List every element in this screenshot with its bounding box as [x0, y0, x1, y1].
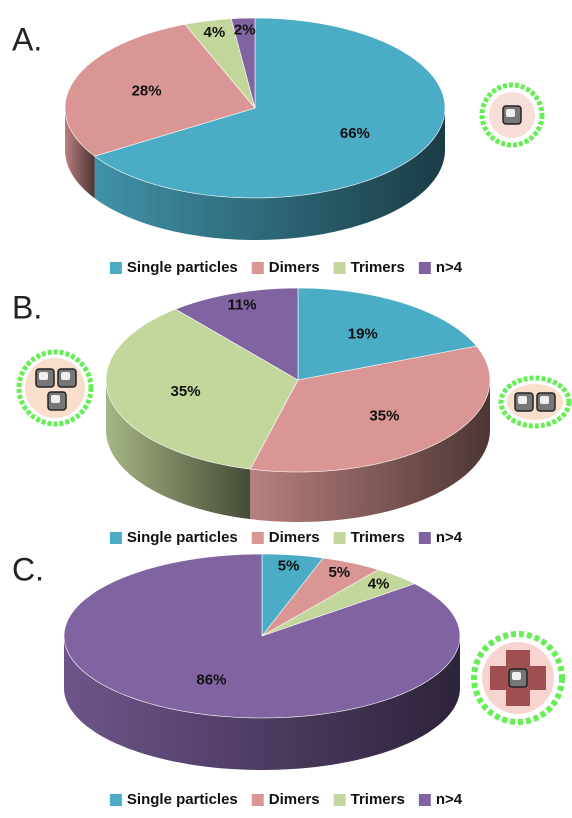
legend-swatch — [418, 794, 431, 806]
legend-swatch — [418, 262, 431, 274]
slice-side — [64, 636, 460, 770]
legend: Single particles Dimers Trimers n>4 — [109, 529, 463, 546]
legend-swatch — [418, 532, 431, 544]
data-label: 28% — [132, 82, 162, 99]
data-label: 86% — [196, 671, 226, 688]
legend-label: Dimers — [269, 529, 320, 546]
legend-swatch — [333, 532, 346, 544]
legend-label: n>4 — [436, 259, 463, 276]
legend-swatch — [333, 262, 346, 274]
slice — [184, 18, 256, 109]
icon — [471, 631, 565, 725]
data-label: 66% — [340, 125, 370, 142]
legend: Single particles Dimers Trimers n>4 — [109, 791, 463, 808]
slice — [261, 557, 380, 637]
legend-label: Trimers — [351, 259, 405, 276]
legend-label: Dimers — [269, 791, 320, 808]
slice-side — [106, 380, 251, 520]
slice — [230, 17, 256, 109]
slice — [261, 553, 324, 637]
slice-side — [65, 108, 95, 199]
slice — [249, 345, 491, 473]
legend-label: Trimers — [351, 529, 405, 546]
slice-side — [94, 108, 445, 240]
legend-label: Single particles — [127, 259, 238, 276]
slice — [64, 23, 256, 157]
legend: Single particles Dimers Trimers n>4 — [109, 259, 463, 276]
data-label: 5% — [328, 564, 350, 581]
legend-label: n>4 — [436, 791, 463, 808]
slice — [297, 287, 478, 381]
legend-swatch — [251, 532, 264, 544]
slice — [174, 287, 299, 381]
legend-swatch — [333, 794, 346, 806]
legend-swatch — [109, 794, 122, 806]
legend-swatch — [109, 262, 122, 274]
data-label: 4% — [368, 576, 390, 593]
slice-side — [250, 380, 490, 522]
icon — [16, 349, 94, 427]
slice — [93, 17, 446, 199]
legend-label: Dimers — [269, 259, 320, 276]
legend-swatch — [251, 794, 264, 806]
legend-swatch — [251, 262, 264, 274]
chart-title: B. — [12, 289, 42, 325]
legend-label: n>4 — [436, 529, 463, 546]
data-label: 19% — [348, 325, 378, 342]
legend-label: Trimers — [351, 791, 405, 808]
icon — [479, 82, 545, 148]
chart-title: C. — [12, 551, 44, 587]
data-label: 35% — [369, 407, 399, 424]
slice — [105, 308, 299, 470]
slice — [261, 569, 416, 637]
slice — [63, 553, 461, 719]
icon — [498, 375, 572, 429]
data-label: 5% — [278, 557, 300, 574]
legend-label: Single particles — [127, 529, 238, 546]
data-label: 2% — [234, 22, 256, 39]
data-label: 4% — [204, 24, 226, 41]
data-label: 11% — [227, 297, 256, 314]
data-label: 35% — [171, 383, 201, 400]
legend-swatch — [109, 532, 122, 544]
chart-title: A. — [12, 21, 42, 57]
legend-label: Single particles — [127, 791, 238, 808]
